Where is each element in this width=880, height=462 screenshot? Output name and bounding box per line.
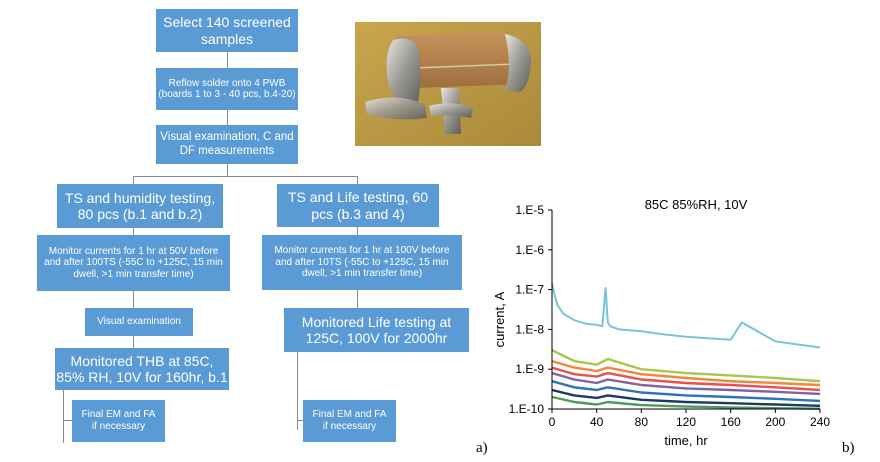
- capacitor-photo: [355, 22, 541, 146]
- visual-cdf-box: Visual examination, C and DF measurement…: [156, 125, 298, 164]
- reflow-solder-box: Reflow solder onto 4 PWB (boards 1 to 3 …: [156, 68, 298, 110]
- connector: [63, 390, 64, 443]
- series-line: [551, 349, 821, 383]
- right-final-box: Final EM and FA if necessary: [303, 400, 396, 442]
- y-tick-label: 1.E-5: [515, 203, 544, 217]
- chart-xlabel: time, hr: [664, 433, 708, 448]
- y-tick-label: 1.E-6: [515, 243, 544, 257]
- x-tick-label: 240: [810, 415, 830, 429]
- x-tick-label: 200: [765, 415, 785, 429]
- connector: [297, 352, 298, 430]
- connector: [357, 290, 358, 308]
- right-branch-box: TS and Life testing, 60 pcs (b.3 and 4): [277, 184, 439, 227]
- chart-ylabel: current, A: [492, 291, 507, 347]
- connector: [133, 336, 134, 348]
- x-tick-label: 160: [721, 415, 741, 429]
- series-line: [551, 371, 821, 396]
- y-tick-label: 1.E-8: [515, 322, 544, 336]
- chart-series: [551, 282, 821, 410]
- connector: [133, 228, 134, 235]
- chart-axes: 1.E-10 1.E-9 1.E-8 1.E-7 1.E-6 1.E-5 0 40 80 120 1…: [509, 203, 831, 429]
- connector: [297, 420, 307, 421]
- left-final-box: Final EM and FA if necessary: [72, 400, 165, 442]
- series-line: [551, 282, 821, 349]
- connector: [227, 164, 228, 176]
- panel-label-b: b): [842, 440, 855, 456]
- left-branch-box: TS and humidity testing, 80 pcs (b.1 and…: [57, 184, 223, 228]
- x-tick-label: 0: [549, 415, 556, 429]
- select-samples-box: Select 140 screened samples: [156, 9, 298, 52]
- chart-title-background: [634, 197, 758, 213]
- right-life-box: Monitored Life testing at 125C, 100V for…: [284, 308, 469, 352]
- y-tick-label: 1.E-10: [509, 402, 545, 416]
- left-visual-box: Visual examination: [85, 308, 193, 336]
- connector: [133, 176, 134, 184]
- connector: [133, 176, 358, 177]
- series-line: [551, 380, 821, 403]
- connector: [63, 420, 75, 421]
- leakage-current-chart: 1.E-10 1.E-9 1.E-8 1.E-7 1.E-6 1.E-5 0 40 80 120 1…: [492, 197, 831, 448]
- left-thb-box: Monitored THB at 85C, 85% RH, 10V for 16…: [55, 348, 229, 390]
- connector: [133, 291, 134, 308]
- connector: [227, 110, 228, 125]
- connector: [357, 227, 358, 235]
- left-monitor-box: Monitor currents for 1 hr at 50V before …: [37, 235, 230, 291]
- x-tick-label: 80: [635, 415, 649, 429]
- series-line: [551, 359, 821, 387]
- right-monitor-box: Monitor currents for 1 hr at 100V before…: [262, 235, 462, 290]
- chart-title: 85C 85%RH, 10V: [645, 197, 748, 212]
- series-line: [551, 395, 821, 410]
- series-line: [551, 388, 821, 407]
- x-tick-label: 120: [676, 415, 696, 429]
- series-line: [551, 366, 821, 392]
- connector: [227, 52, 228, 68]
- panel-label-a: a): [476, 440, 488, 456]
- y-tick-label: 1.E-7: [515, 283, 544, 297]
- x-tick-label: 40: [590, 415, 604, 429]
- y-tick-label: 1.E-9: [515, 362, 544, 376]
- connector: [357, 176, 358, 184]
